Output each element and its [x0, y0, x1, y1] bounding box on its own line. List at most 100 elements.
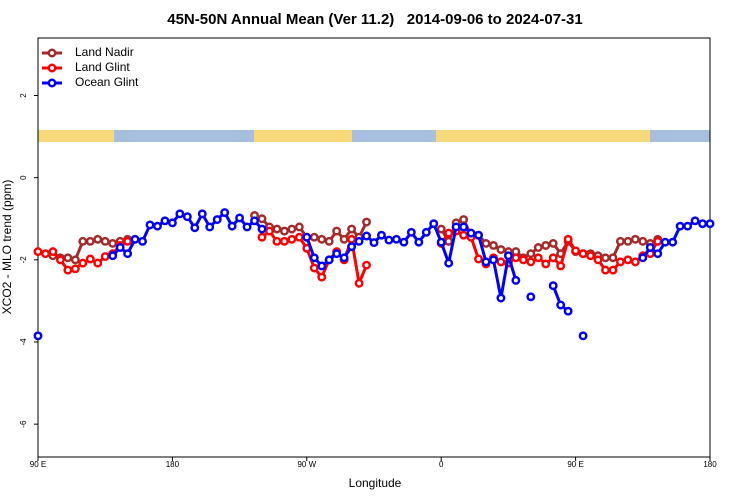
data-point	[294, 232, 304, 242]
plot-frame	[37, 37, 711, 458]
data-point	[444, 236, 454, 246]
data-point	[167, 218, 177, 228]
data-point	[362, 260, 371, 270]
data-point	[108, 251, 118, 261]
data-point	[623, 255, 633, 265]
data-point	[623, 236, 633, 246]
data-point	[250, 216, 259, 226]
data-point	[63, 253, 73, 263]
data-point	[496, 257, 506, 267]
data-point	[354, 278, 364, 288]
data-point	[309, 253, 319, 263]
data-point	[578, 331, 588, 341]
data-point	[324, 255, 334, 265]
data-point	[705, 219, 715, 229]
x-tick-label: 90 E	[567, 460, 583, 469]
y-axis-label: XCO2 - MLO trend (ppm)	[0, 180, 14, 315]
data-point	[630, 257, 640, 267]
data-point	[279, 226, 289, 236]
data-point	[414, 237, 424, 247]
data-point	[369, 238, 379, 248]
y-tick-label: 0	[19, 175, 28, 180]
data-point	[175, 209, 185, 219]
data-point	[429, 219, 439, 229]
data-point	[421, 227, 431, 237]
data-point	[78, 236, 88, 246]
data-point	[212, 215, 222, 225]
data-point	[309, 263, 319, 273]
data-point	[265, 226, 274, 236]
y-tick-label: -6	[19, 420, 28, 428]
data-point	[511, 253, 521, 263]
data-point	[362, 231, 371, 241]
data-point	[489, 240, 498, 250]
data-point	[459, 222, 469, 232]
data-point	[391, 234, 401, 244]
data-point	[227, 221, 237, 231]
data-point	[294, 222, 304, 232]
data-point	[354, 236, 364, 246]
data-point	[608, 253, 618, 263]
x-tick-label: 180	[166, 460, 180, 469]
data-point	[406, 227, 416, 237]
y-tick-label: 2	[19, 93, 28, 98]
data-point	[444, 228, 454, 238]
legend-marker	[47, 78, 57, 88]
data-point	[287, 224, 297, 234]
x-tick-label: 180	[703, 460, 717, 469]
data-point	[100, 236, 110, 246]
data-point	[638, 236, 648, 246]
data-point	[556, 261, 566, 271]
land-strip	[436, 130, 650, 142]
data-point	[630, 234, 640, 244]
data-point	[287, 234, 297, 244]
data-point	[153, 221, 162, 231]
data-point	[526, 292, 536, 302]
data-point	[556, 300, 566, 310]
data-point	[690, 216, 700, 226]
legend-label: Ocean Glint	[75, 75, 139, 89]
data-point	[332, 249, 342, 259]
data-point	[324, 236, 334, 246]
data-point	[235, 213, 245, 223]
data-point	[503, 251, 513, 261]
data-point	[160, 216, 170, 226]
y-tick-label: -2	[19, 256, 28, 264]
map-strip	[38, 130, 710, 142]
data-point	[145, 220, 155, 230]
data-point	[257, 224, 267, 234]
data-point	[317, 234, 327, 244]
data-point	[85, 236, 95, 246]
data-point	[548, 238, 558, 248]
data-point	[197, 209, 207, 219]
data-point	[481, 238, 491, 248]
data-point	[683, 221, 693, 231]
legend-marker	[47, 48, 57, 58]
data-point	[444, 258, 454, 268]
data-point	[586, 251, 595, 261]
data-point	[362, 217, 371, 227]
data-point	[339, 234, 349, 244]
data-point	[70, 264, 80, 274]
data-point	[78, 258, 88, 268]
data-point	[533, 243, 543, 252]
data-point	[182, 212, 192, 222]
data-point	[85, 254, 95, 264]
data-point	[668, 237, 678, 247]
data-point	[541, 259, 551, 269]
data-point	[384, 235, 394, 245]
data-point	[309, 232, 319, 242]
data-point	[93, 234, 103, 244]
data-point	[317, 272, 327, 282]
x-tick-label: 0	[439, 460, 444, 469]
data-point	[474, 254, 483, 264]
data-point	[675, 221, 685, 231]
data-point	[332, 226, 342, 236]
data-point	[660, 237, 670, 247]
data-point	[48, 247, 58, 257]
data-point	[526, 257, 536, 267]
legend-label: Land Glint	[75, 60, 130, 74]
x-tick-label: 90 E	[30, 460, 46, 469]
data-point	[653, 249, 663, 259]
data-point	[608, 265, 618, 275]
